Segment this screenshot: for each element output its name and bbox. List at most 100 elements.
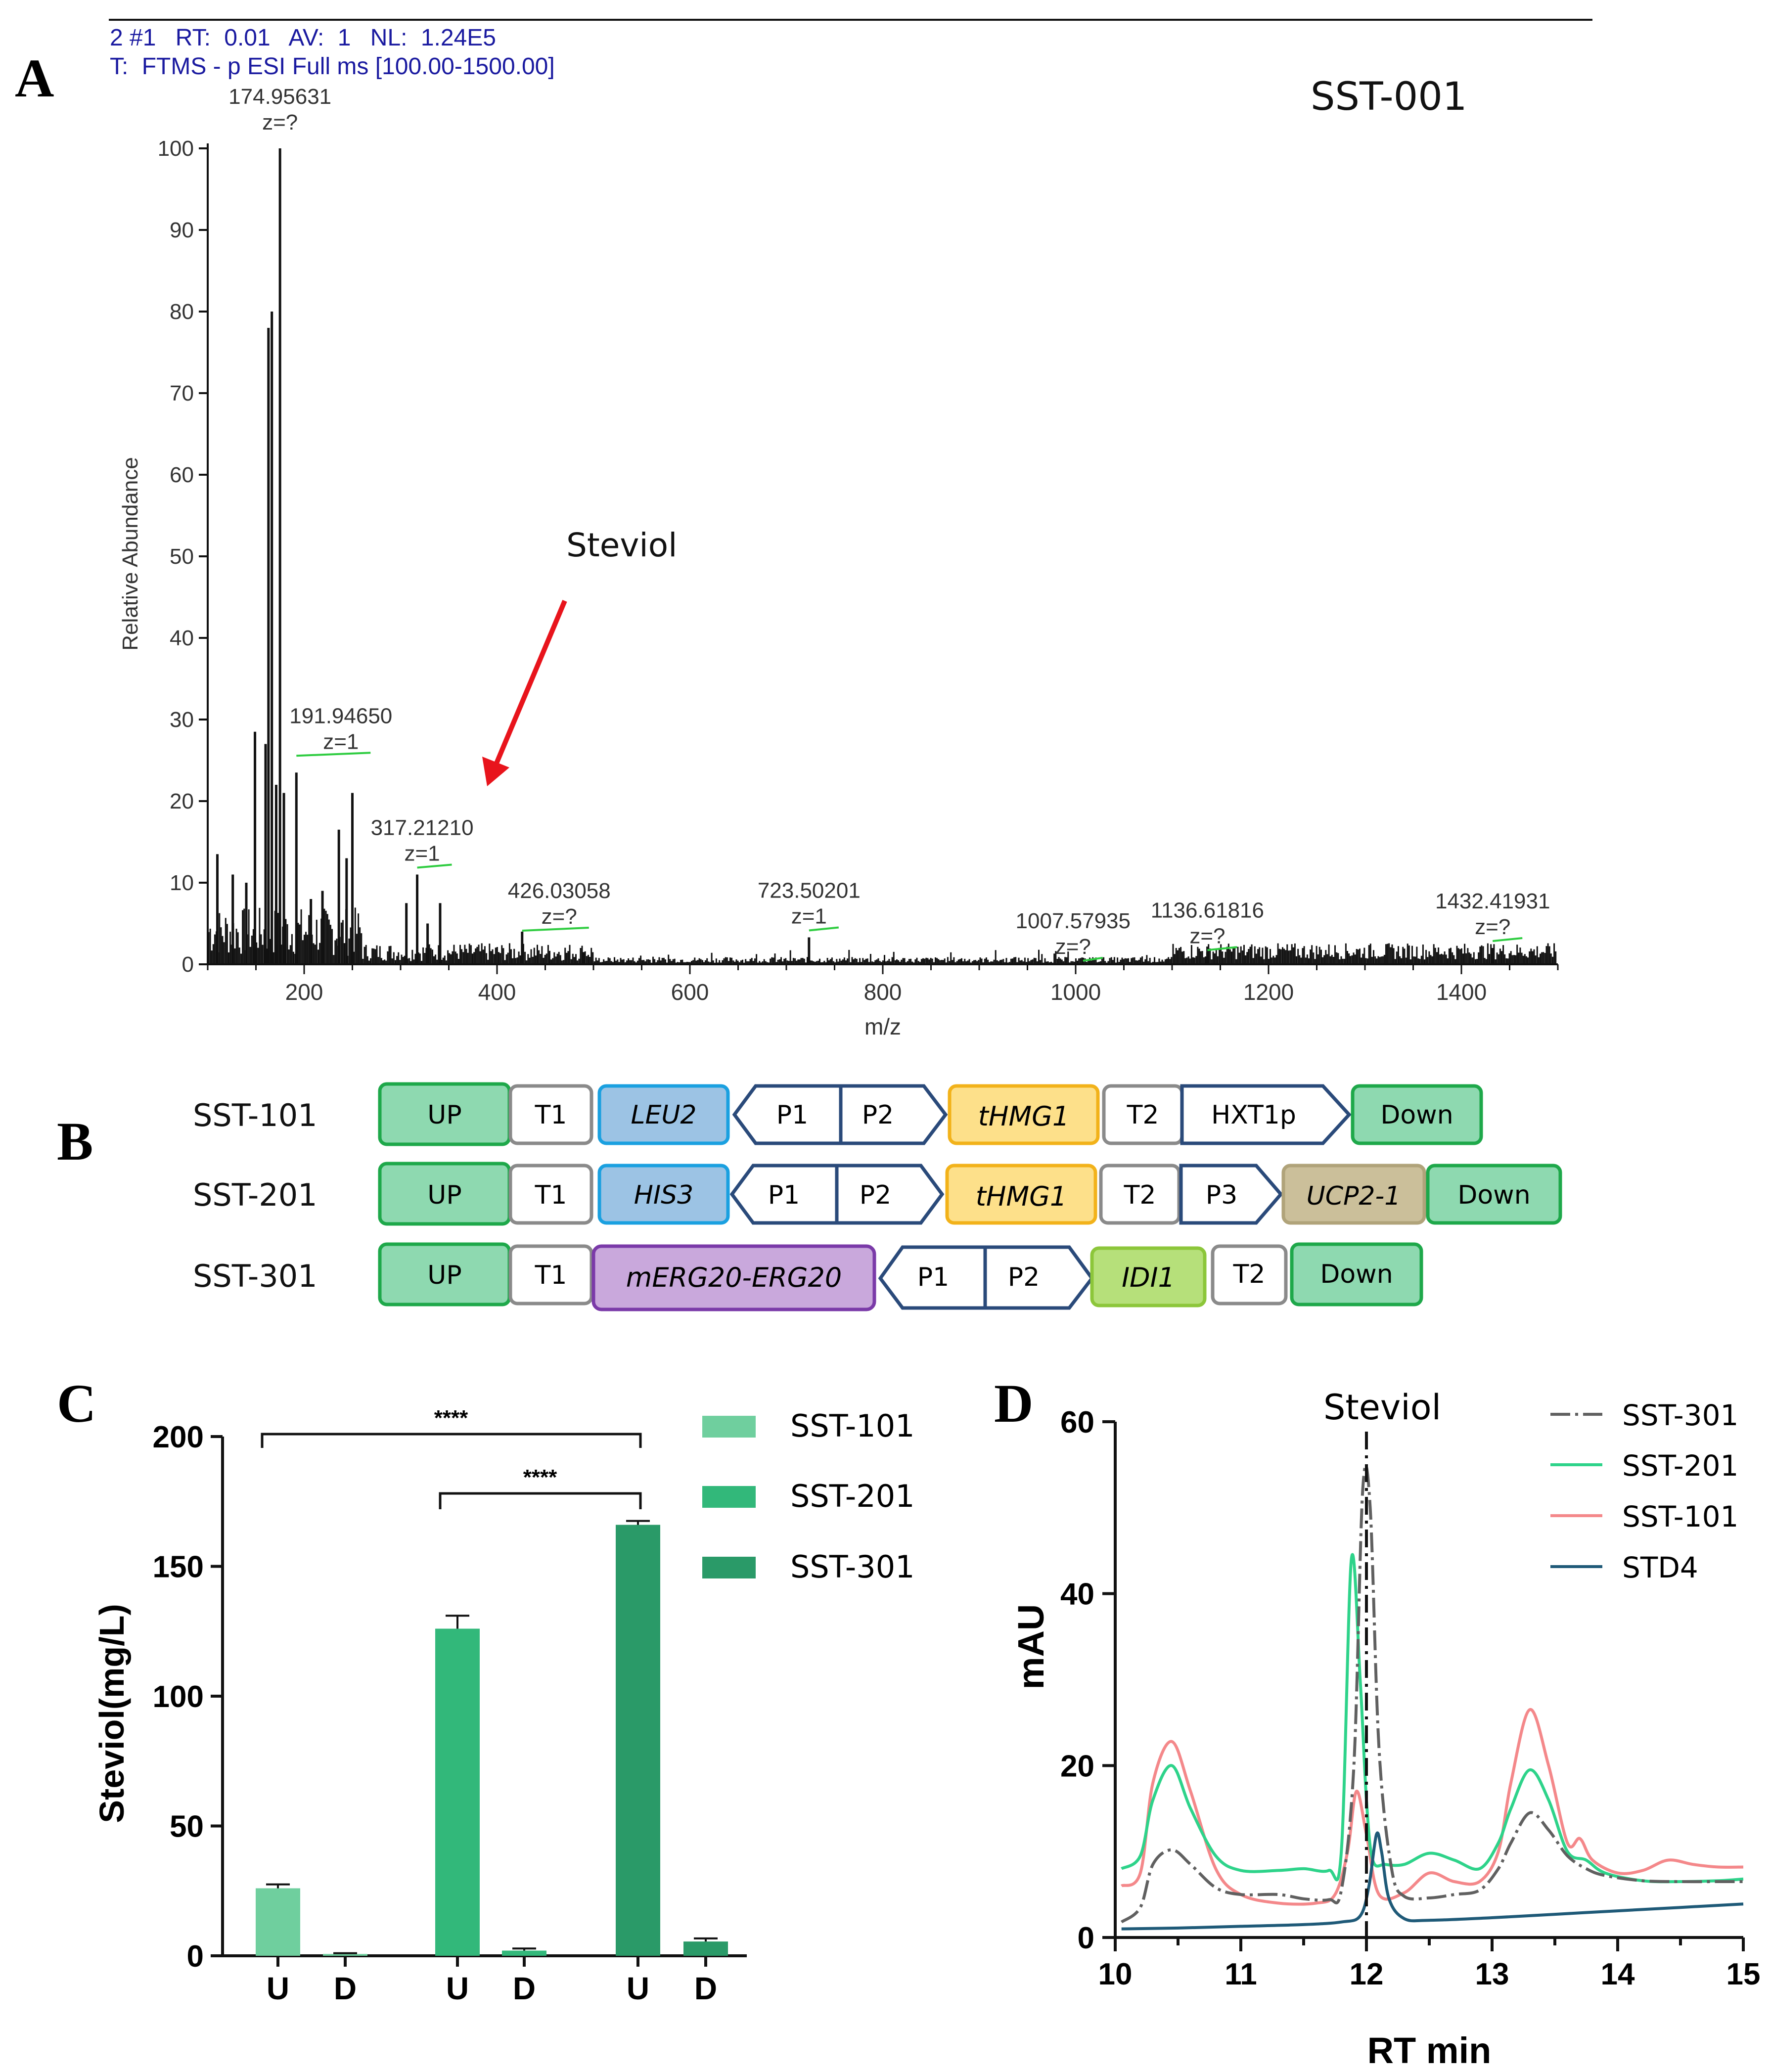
chrom-x-tick-label: 15 <box>1726 1957 1761 1991</box>
legend-swatch-sst-101 <box>702 1416 756 1438</box>
promoter-p2-label: P2 <box>860 1180 891 1210</box>
promoter-hxt1p <box>1180 1084 1352 1145</box>
panel-d: D Steviol mAU RT min 0 20 40 60 10 11 12 13 14 15… <box>994 1373 1760 2071</box>
chrom-y-tick-label: 20 <box>1060 1749 1094 1783</box>
peak-charge-label: z=? <box>1055 935 1091 959</box>
panel-label-d: D <box>994 1373 1033 1434</box>
noise-floor <box>208 907 1557 964</box>
bar-sst-301-d <box>683 1941 728 1956</box>
y-tick-label: 20 <box>170 789 194 813</box>
part-t1-label: T1 <box>535 1261 567 1290</box>
bar-sst-101-d <box>323 1954 367 1956</box>
promoter-p2 <box>835 1164 945 1225</box>
av-value: 1 <box>338 25 351 51</box>
series-sst-101 <box>1121 1708 1744 1906</box>
part-thmg1 <box>948 1084 1100 1145</box>
part-up-label: UP <box>427 1180 461 1210</box>
chrom-y-tick-label: 60 <box>1060 1405 1094 1440</box>
chrom-x-tick-label: 10 <box>1098 1957 1133 1991</box>
legend-label-sst-301: SST-301 <box>790 1549 915 1585</box>
y-tick-label: 60 <box>170 463 194 487</box>
part-t1 <box>508 1084 593 1145</box>
part-ucp2-1 <box>1281 1164 1426 1225</box>
charge-indicator <box>1493 937 1523 942</box>
promoter-hxt1p-label: HXT1p <box>1211 1100 1296 1130</box>
scan-number: 2 #1 <box>110 25 156 51</box>
significance-stars-2: **** <box>523 1465 557 1489</box>
steviol-annotation: Steviol <box>566 526 678 564</box>
filter-prefix: T: <box>110 53 128 80</box>
part-merg20-erg20-label: mERG20-ERG20 <box>626 1262 842 1293</box>
x-tick-label: 1000 <box>1050 979 1101 1005</box>
part-down <box>1426 1164 1562 1225</box>
chromatogram-plot: 0 20 40 60 10 11 12 13 14 15 <box>1060 1405 1760 1991</box>
peak-charge-label: z=? <box>542 904 577 929</box>
chrom-x-label: RT min <box>1367 2030 1492 2071</box>
peak-charge-label: z=? <box>1189 924 1225 948</box>
bar-category-label: U <box>446 1971 469 2006</box>
av-label: AV: <box>288 25 324 51</box>
charge-indicator <box>1207 946 1237 951</box>
steviol-arrow-shaft <box>493 600 567 766</box>
panel-b: B SST-101 UP T1 LEU2 P1 P2 tHMG1 T2 HXT1… <box>57 1082 1562 1311</box>
y-tick-label: 10 <box>170 871 194 895</box>
promoter-p3 <box>1179 1164 1283 1225</box>
construct-sst-101: SST-101 UP T1 LEU2 P1 P2 tHMG1 T2 HXT1p … <box>193 1082 1483 1146</box>
promoter-p1-label: P1 <box>768 1180 800 1210</box>
significance-stars-1: **** <box>434 1406 468 1430</box>
charge-indicator <box>809 926 839 932</box>
spectrum-y-label: Relative Abundance <box>118 457 142 650</box>
part-down <box>1351 1084 1483 1145</box>
scan-filter: T: FTMS - p ESI Full ms [100.00-1500.00] <box>110 53 555 80</box>
bar-category-label: D <box>694 1971 717 2006</box>
bar-sst-201-d <box>502 1950 546 1956</box>
part-idi1 <box>1090 1246 1207 1307</box>
part-ucp2-1-label: UCP2-1 <box>1307 1181 1401 1211</box>
part-t2 <box>1099 1164 1181 1225</box>
legend-label-std4: STD4 <box>1622 1551 1698 1584</box>
x-tick-label: 400 <box>478 979 516 1005</box>
y-tick-label: 40 <box>170 626 194 650</box>
peak-charge-label: z=1 <box>791 904 827 929</box>
spectrum-x-label: m/z <box>864 1014 901 1039</box>
bar-category-label: D <box>334 1971 357 2006</box>
legend-swatch-sst-201 <box>702 1486 756 1508</box>
part-t1-label: T1 <box>535 1180 567 1210</box>
x-tick-label: 800 <box>864 979 902 1005</box>
chrom-y-tick-label: 40 <box>1060 1577 1094 1612</box>
bar-y-tick-label: 150 <box>153 1550 204 1584</box>
peak-mz-label: 1007.57935 <box>1016 909 1131 933</box>
peak-mz-label: 317.21210 <box>371 816 474 840</box>
part-up-label: UP <box>427 1261 461 1290</box>
peak-mz-label: 723.50201 <box>758 879 861 903</box>
bar-category-label: U <box>627 1971 649 2006</box>
part-t1-label: T1 <box>535 1100 567 1130</box>
promoter-p1-label: P1 <box>917 1262 949 1292</box>
peak-mz-label: 426.03058 <box>508 879 611 903</box>
bar-sst-101-u <box>256 1888 300 1956</box>
significance-bracket-1: **** <box>261 1406 642 1448</box>
part-idi1-label: IDI1 <box>1122 1262 1175 1293</box>
y-tick-label: 50 <box>170 544 194 569</box>
legend-label-sst-201: SST-201 <box>790 1478 915 1514</box>
chrom-x-tick-label: 14 <box>1601 1957 1635 1991</box>
charge-indicator <box>417 863 452 869</box>
part-thmg1 <box>945 1164 1097 1225</box>
part-t2 <box>1211 1244 1288 1306</box>
charge-indicator <box>1083 956 1103 962</box>
y-tick-label: 90 <box>170 218 194 242</box>
part-his3-label: HIS3 <box>634 1180 694 1210</box>
bar-legend: SST-101 SST-201 SST-301 <box>702 1408 915 1585</box>
part-t2-label: T2 <box>1124 1180 1156 1210</box>
panel-label-a: A <box>15 48 54 108</box>
charge-indicator <box>296 752 371 757</box>
peak-mz-label: 1432.41931 <box>1435 889 1550 913</box>
chrom-legend: SST-301 SST-201 SST-101 STD4 <box>1550 1398 1738 1584</box>
bar-sst-201-u <box>435 1628 480 1956</box>
chrom-y-label: mAU <box>1010 1604 1051 1690</box>
part-t2-label: T2 <box>1127 1100 1159 1130</box>
construct-name: SST-101 <box>193 1097 318 1133</box>
peak-charge-label: z=? <box>1475 915 1510 939</box>
peak-mz-label: 1136.61816 <box>1151 898 1264 922</box>
